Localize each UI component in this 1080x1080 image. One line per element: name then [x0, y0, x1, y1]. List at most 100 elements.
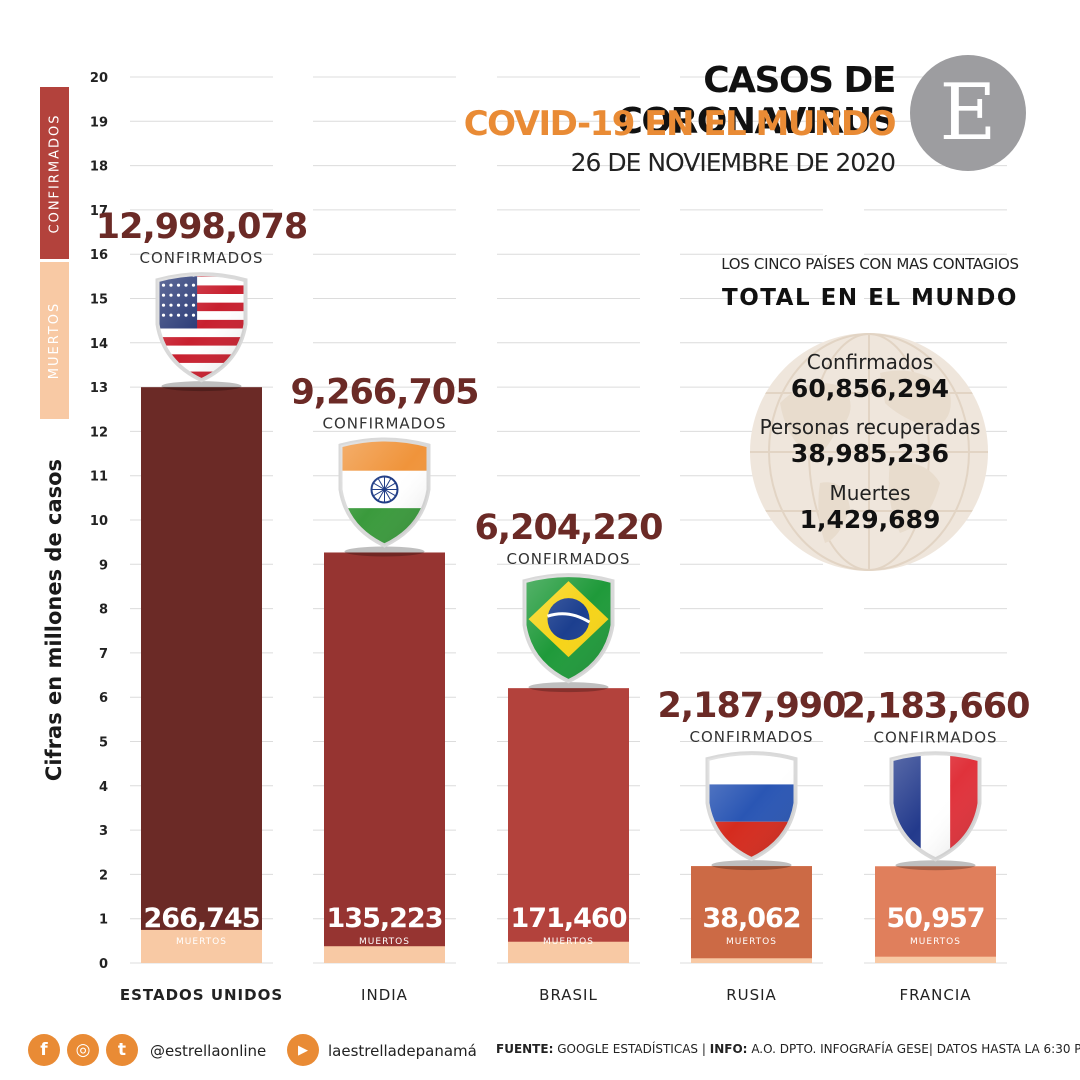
- brand-logo: E: [910, 55, 1026, 171]
- confirmed-value: 2,183,660: [841, 686, 1029, 726]
- hours-label: DATOS HASTA LA 6:30 PM: [936, 1042, 1080, 1056]
- world-heading: TOTAL EN EL MUNDO: [722, 285, 1018, 311]
- youtube-glyph: ▶: [298, 1042, 308, 1058]
- legend-muertos: MUERTOS: [40, 262, 69, 419]
- twitter-glyph: t: [117, 1040, 127, 1060]
- y-tick-label: 17: [90, 204, 108, 219]
- y-tick-label: 1: [99, 913, 108, 928]
- instagram-glyph: ◎: [75, 1040, 91, 1060]
- date-label: 26 DE NOVIEMBRE DE 2020: [570, 148, 896, 177]
- y-tick-label: 3: [99, 824, 108, 839]
- death-caption: MUERTOS: [176, 937, 227, 947]
- y-tick-label: 8: [99, 603, 108, 618]
- category-label: ESTADOS UNIDOS: [120, 986, 283, 1004]
- bar-chart: 01234567891011121314151617181920266,745M…: [90, 71, 1031, 1004]
- y-tick-label: 19: [90, 115, 108, 130]
- info-label: INFO:: [709, 1042, 748, 1056]
- shield-gloss: [340, 439, 429, 546]
- facebook-glyph: f: [40, 1040, 48, 1060]
- death-caption: MUERTOS: [359, 937, 410, 947]
- y-tick-label: 2: [99, 868, 108, 883]
- fuente-label: FUENTE:: [496, 1042, 554, 1056]
- world-confirmed-value: 60,856,294: [790, 374, 950, 403]
- title-line1: CASOS DE CORONAVIRUS: [616, 60, 896, 142]
- info-value: A.O. DPTO. INFOGRAFÍA GESE: [751, 1042, 929, 1056]
- instagram-icon[interactable]: ◎: [67, 1034, 99, 1066]
- fuente-value: GOOGLE ESTADÍSTICAS: [557, 1042, 699, 1056]
- y-tick-label: 16: [90, 248, 108, 263]
- y-tick-label: 5: [99, 736, 108, 751]
- world-deaths-value: 1,429,689: [799, 505, 941, 534]
- shield-shadow: [344, 546, 425, 557]
- separator-2: |: [928, 1042, 933, 1056]
- y-tick-label: 0: [99, 957, 108, 972]
- youtube-icon[interactable]: ▶: [287, 1034, 319, 1066]
- separator-1: |: [701, 1042, 706, 1056]
- death-value: 38,062: [702, 903, 800, 934]
- death-caption: MUERTOS: [543, 937, 594, 947]
- y-tick-label: 15: [90, 293, 108, 308]
- bar-confirmados: [875, 866, 996, 963]
- shield-gloss: [157, 274, 246, 381]
- bar-muertos: [324, 946, 445, 963]
- shield-gloss: [707, 753, 796, 860]
- category-label: BRASIL: [539, 986, 598, 1004]
- shield-gloss: [524, 575, 613, 682]
- world-confirmed: Confirmados 60,856,294: [740, 350, 1000, 403]
- death-value: 50,957: [886, 903, 984, 934]
- world-deaths: Muertes 1,429,689: [740, 481, 1000, 534]
- confirmed-value: 12,998,078: [96, 207, 307, 247]
- y-tick-label: 20: [90, 71, 108, 86]
- y-tick-label: 18: [90, 160, 108, 175]
- world-deaths-label: Muertes: [829, 481, 911, 505]
- shield-shadow: [161, 381, 242, 392]
- confirmed-caption: CONFIRMADOS: [689, 728, 813, 746]
- confirmed-value: 9,266,705: [290, 372, 478, 412]
- confirmed-caption: CONFIRMADOS: [506, 550, 630, 568]
- death-caption: MUERTOS: [910, 937, 961, 947]
- world-recovered: Personas recuperadas 38,985,236: [740, 415, 1000, 468]
- footer-credits: FUENTE: GOOGLE ESTADÍSTICAS | INFO: A.O.…: [496, 1042, 1080, 1056]
- shield-shadow: [528, 682, 609, 693]
- death-caption: MUERTOS: [726, 937, 777, 947]
- shield-shadow: [711, 860, 792, 871]
- shield-shadow: [895, 860, 976, 871]
- social-handle[interactable]: @estrellaonline: [150, 1042, 267, 1060]
- death-value: 171,460: [511, 903, 627, 934]
- confirmed-caption: CONFIRMADOS: [139, 249, 263, 267]
- y-tick-label: 12: [90, 425, 108, 440]
- globe-icon: [750, 333, 988, 571]
- category-label: RUSIA: [726, 986, 777, 1004]
- top5-subtitle: LOS CINCO PAÍSES CON MAS CONTAGIOS: [721, 255, 1019, 273]
- world-confirmed-label: Confirmados: [806, 350, 934, 374]
- death-value: 135,223: [327, 903, 443, 934]
- bar-muertos: [875, 956, 996, 963]
- category-label: FRANCIA: [899, 986, 971, 1004]
- y-tick-label: 13: [90, 381, 108, 396]
- y-tick-label: 10: [90, 514, 108, 529]
- title-line2: COVID-19 EN EL MUNDO: [463, 104, 897, 144]
- bar-confirmados: [691, 866, 812, 963]
- death-value: 266,745: [144, 903, 260, 934]
- logo-letter: E: [939, 68, 997, 158]
- legend-confirmados: CONFIRMADOS: [40, 87, 69, 259]
- bar-muertos: [141, 929, 262, 963]
- youtube-channel[interactable]: laestrelladepanamá: [328, 1042, 477, 1060]
- twitter-icon[interactable]: t: [106, 1034, 138, 1066]
- y-tick-label: 7: [99, 647, 108, 662]
- bar-muertos: [508, 941, 629, 963]
- y-tick-label: 11: [90, 470, 108, 485]
- y-tick-label: 6: [99, 691, 108, 706]
- facebook-icon[interactable]: f: [28, 1034, 60, 1066]
- confirmed-value: 6,204,220: [474, 508, 662, 548]
- world-recovered-value: 38,985,236: [790, 439, 950, 468]
- bar-confirmados: [324, 552, 445, 963]
- category-label: INDIA: [361, 986, 408, 1004]
- shield-gloss: [891, 753, 980, 860]
- y-tick-label: 9: [99, 558, 108, 573]
- confirmed-caption: CONFIRMADOS: [322, 414, 446, 432]
- bar-muertos: [691, 958, 812, 963]
- bar-confirmados: [141, 387, 262, 963]
- world-recovered-label: Personas recuperadas: [759, 415, 981, 439]
- bar-confirmados: [508, 688, 629, 963]
